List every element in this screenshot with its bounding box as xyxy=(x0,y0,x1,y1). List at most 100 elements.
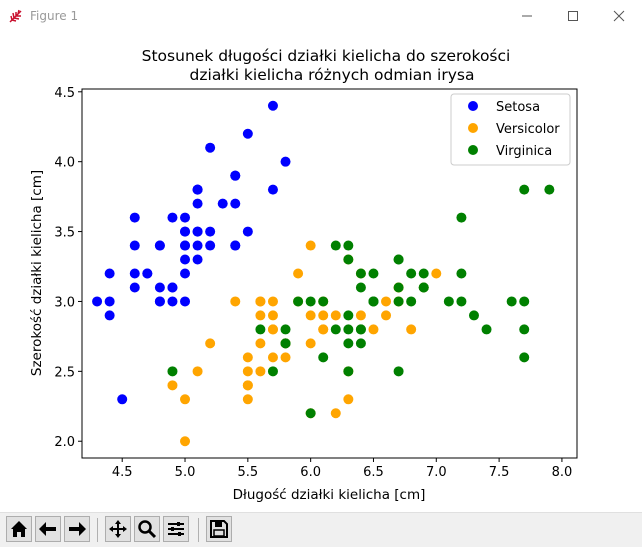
zoom-button[interactable] xyxy=(134,516,160,542)
point-setosa xyxy=(154,240,165,251)
point-versicolor xyxy=(355,310,366,321)
point-versicolor xyxy=(305,240,316,251)
y-tick-label: 2.0 xyxy=(54,435,75,450)
point-setosa xyxy=(230,240,241,251)
point-setosa xyxy=(129,282,140,293)
point-setosa xyxy=(154,296,165,307)
point-virginica xyxy=(406,296,417,307)
point-virginica xyxy=(468,310,479,321)
point-virginica xyxy=(330,240,341,251)
point-virginica xyxy=(519,324,530,335)
point-setosa xyxy=(180,212,191,223)
point-setosa xyxy=(192,184,203,195)
data-points xyxy=(92,100,555,447)
point-setosa xyxy=(267,100,278,111)
window-title: Figure 1 xyxy=(30,9,79,23)
point-setosa xyxy=(242,128,253,139)
x-tick-label: 7.0 xyxy=(426,465,447,480)
legend-marker-setosa xyxy=(468,101,478,111)
point-setosa xyxy=(192,226,203,237)
point-versicolor xyxy=(192,366,203,377)
x-axis-label: Długość działki kielicha [cm] xyxy=(233,487,426,503)
point-virginica xyxy=(418,268,429,279)
pan-icon xyxy=(109,520,127,538)
point-setosa xyxy=(167,212,178,223)
point-setosa xyxy=(154,282,165,293)
point-versicolor xyxy=(267,310,278,321)
point-setosa xyxy=(230,198,241,209)
point-setosa xyxy=(230,170,241,181)
point-setosa xyxy=(267,184,278,195)
point-virginica xyxy=(368,296,379,307)
point-setosa xyxy=(192,240,203,251)
subplots-button[interactable] xyxy=(163,516,189,542)
point-virginica xyxy=(167,366,178,377)
point-setosa xyxy=(180,226,191,237)
y-tick-label: 4.5 xyxy=(54,86,75,101)
home-icon xyxy=(11,521,27,537)
point-virginica xyxy=(305,296,316,307)
point-virginica xyxy=(355,268,366,279)
minimize-button[interactable] xyxy=(504,0,550,32)
point-setosa xyxy=(167,296,178,307)
point-versicolor xyxy=(318,324,329,335)
point-versicolor xyxy=(242,366,253,377)
x-tick-label: 7.5 xyxy=(489,465,510,480)
point-virginica xyxy=(280,324,291,335)
legend-label-versicolor: Versicolor xyxy=(496,122,560,137)
point-versicolor xyxy=(255,366,266,377)
point-versicolor xyxy=(330,408,341,419)
back-icon xyxy=(39,522,56,536)
y-tick-label: 4.0 xyxy=(54,156,75,171)
point-setosa xyxy=(92,296,103,307)
close-button[interactable] xyxy=(596,0,642,32)
point-versicolor xyxy=(343,394,354,405)
point-virginica xyxy=(293,296,304,307)
legend-marker-virginica xyxy=(468,145,478,155)
point-versicolor xyxy=(267,352,278,363)
x-tick-label: 5.0 xyxy=(175,465,196,480)
forward-button[interactable] xyxy=(64,516,90,542)
point-virginica xyxy=(456,212,467,223)
toolbar-separator xyxy=(97,518,98,542)
point-versicolor xyxy=(431,268,442,279)
point-versicolor xyxy=(255,296,266,307)
point-versicolor xyxy=(267,296,278,307)
point-versicolor xyxy=(305,310,316,321)
point-virginica xyxy=(305,408,316,419)
figure-canvas[interactable]: Stosunek długości działki kielicha do sz… xyxy=(0,32,642,512)
point-virginica xyxy=(368,268,379,279)
save-button[interactable] xyxy=(206,516,232,542)
point-virginica xyxy=(393,296,404,307)
back-button[interactable] xyxy=(35,516,61,542)
point-setosa xyxy=(242,226,253,237)
point-versicolor xyxy=(381,296,392,307)
point-setosa xyxy=(104,268,115,279)
point-virginica xyxy=(393,254,404,265)
x-axis-ticks: 4.5 5.0 5.5 6.0 6.5 7.0 7.5 8.0 xyxy=(112,458,572,480)
point-versicolor xyxy=(255,338,266,349)
point-virginica xyxy=(267,366,278,377)
point-virginica xyxy=(343,324,354,335)
x-tick-label: 6.5 xyxy=(363,465,384,480)
point-versicolor xyxy=(305,338,316,349)
point-virginica xyxy=(355,338,366,349)
point-virginica xyxy=(519,296,530,307)
point-setosa xyxy=(180,296,191,307)
point-virginica xyxy=(393,282,404,293)
home-button[interactable] xyxy=(6,516,32,542)
point-virginica xyxy=(456,296,467,307)
pan-button[interactable] xyxy=(105,516,131,542)
point-setosa xyxy=(142,268,153,279)
point-setosa xyxy=(205,142,216,153)
y-tick-label: 3.5 xyxy=(54,226,75,241)
maximize-button[interactable] xyxy=(550,0,596,32)
point-versicolor xyxy=(406,324,417,335)
close-icon xyxy=(613,10,625,22)
forward-icon xyxy=(69,522,86,536)
x-tick-label: 5.5 xyxy=(237,465,258,480)
point-versicolor xyxy=(255,310,266,321)
point-virginica xyxy=(418,282,429,293)
zoom-icon xyxy=(138,520,157,539)
point-setosa xyxy=(180,254,191,265)
